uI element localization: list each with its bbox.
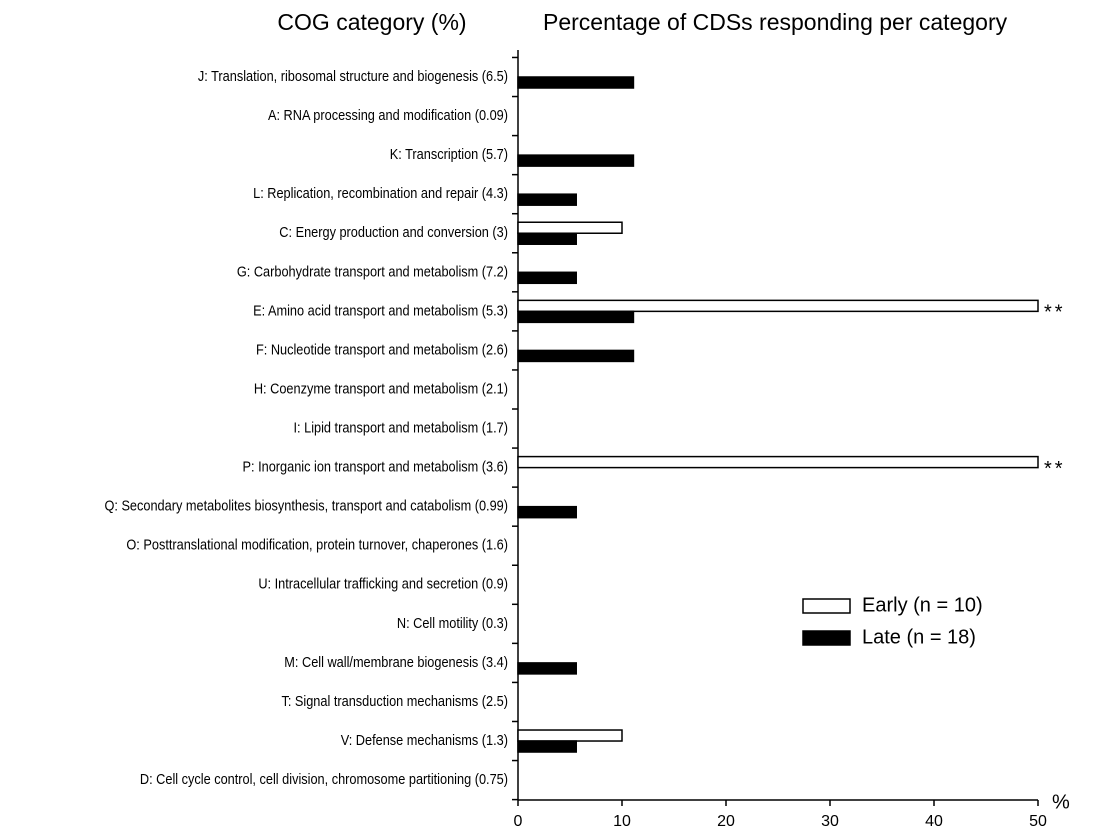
category-label: T: Signal transduction mechanisms (2.5) bbox=[281, 692, 508, 709]
category-label: P: Inorganic ion transport and metabolis… bbox=[243, 458, 508, 475]
bar bbox=[517, 349, 635, 363]
bar bbox=[517, 455, 1039, 469]
category-label-group: V: Defense mechanisms (1.3) bbox=[341, 731, 508, 748]
bar bbox=[517, 505, 577, 519]
category-label-group: U: Intracellular trafficking and secreti… bbox=[258, 575, 508, 592]
bar bbox=[517, 299, 1039, 313]
bar bbox=[517, 76, 635, 89]
category-label-group: A: RNA processing and modification (0.09… bbox=[268, 106, 508, 123]
x-tick-label: 50 bbox=[1029, 813, 1047, 830]
category-label: Q: Secondary metabolites biosynthesis, t… bbox=[104, 497, 508, 514]
bar bbox=[517, 271, 577, 285]
category-label: C: Energy production and conversion (3) bbox=[279, 223, 508, 240]
category-label-group: G: Carbohydrate transport and metabolism… bbox=[237, 262, 508, 279]
category-label-group: M: Cell wall/membrane biogenesis (3.4) bbox=[284, 653, 508, 670]
x-tick-label: 0 bbox=[514, 813, 523, 830]
category-label-group: P: Inorganic ion transport and metabolis… bbox=[243, 458, 508, 475]
category-label: F: Nucleotide transport and metabolism (… bbox=[256, 340, 508, 357]
category-title: COG category (%) bbox=[277, 9, 466, 35]
category-label-group: C: Energy production and conversion (3) bbox=[279, 223, 508, 240]
x-axis-label: % bbox=[1052, 791, 1070, 813]
x-tick-label: 30 bbox=[821, 813, 839, 830]
legend-swatch bbox=[802, 598, 851, 614]
bar bbox=[517, 154, 635, 167]
category-label: U: Intracellular trafficking and secreti… bbox=[258, 575, 508, 592]
x-tick-label: 10 bbox=[613, 813, 631, 830]
category-label-group: D: Cell cycle control, cell division, ch… bbox=[140, 770, 508, 787]
category-label-group: T: Signal transduction mechanisms (2.5) bbox=[281, 692, 508, 709]
category-label-group: I: Lipid transport and metabolism (1.7) bbox=[293, 418, 508, 435]
x-tick-label: 40 bbox=[925, 813, 943, 830]
legend-swatch bbox=[802, 630, 851, 646]
bar bbox=[517, 221, 623, 234]
legend-label: Early (n = 10) bbox=[862, 594, 983, 616]
category-label: E: Amino acid transport and metabolism (… bbox=[253, 301, 508, 318]
category-label: V: Defense mechanisms (1.3) bbox=[341, 731, 508, 748]
category-label: A: RNA processing and modification (0.09… bbox=[268, 106, 508, 123]
category-label: O: Posttranslational modification, prote… bbox=[126, 536, 508, 553]
legend-label: Late (n = 18) bbox=[862, 626, 976, 648]
bar bbox=[517, 662, 577, 675]
category-label-group: J: Translation, ribosomal structure and … bbox=[198, 67, 508, 84]
category-label-group: K: Transcription (5.7) bbox=[390, 145, 508, 162]
annotation: ** bbox=[1044, 302, 1066, 324]
category-label: N: Cell motility (0.3) bbox=[397, 614, 508, 631]
category-label: L: Replication, recombination and repair… bbox=[253, 184, 508, 201]
category-label-group: E: Amino acid transport and metabolism (… bbox=[253, 301, 508, 318]
category-label: G: Carbohydrate transport and metabolism… bbox=[237, 262, 508, 279]
category-label: H: Coenzyme transport and metabolism (2.… bbox=[254, 379, 508, 396]
category-label: K: Transcription (5.7) bbox=[390, 145, 508, 162]
annotation: ** bbox=[1044, 458, 1066, 480]
bar bbox=[517, 193, 577, 206]
category-label-group: Q: Secondary metabolites biosynthesis, t… bbox=[104, 497, 508, 514]
chart-title: Percentage of CDSs responding per catego… bbox=[543, 9, 1008, 35]
category-label-group: N: Cell motility (0.3) bbox=[397, 614, 508, 631]
x-tick-label: 20 bbox=[717, 813, 735, 830]
bar bbox=[517, 310, 635, 324]
category-label: J: Translation, ribosomal structure and … bbox=[198, 67, 508, 84]
bar bbox=[517, 729, 623, 742]
category-label-group: F: Nucleotide transport and metabolism (… bbox=[256, 340, 508, 357]
bar bbox=[517, 232, 577, 245]
category-label-group: H: Coenzyme transport and metabolism (2.… bbox=[254, 379, 508, 396]
category-label: M: Cell wall/membrane biogenesis (3.4) bbox=[284, 653, 508, 670]
category-label-group: O: Posttranslational modification, prote… bbox=[126, 536, 508, 553]
category-label-group: L: Replication, recombination and repair… bbox=[253, 184, 508, 201]
category-label: I: Lipid transport and metabolism (1.7) bbox=[293, 418, 508, 435]
category-label: D: Cell cycle control, cell division, ch… bbox=[140, 770, 508, 787]
bar bbox=[517, 740, 577, 753]
